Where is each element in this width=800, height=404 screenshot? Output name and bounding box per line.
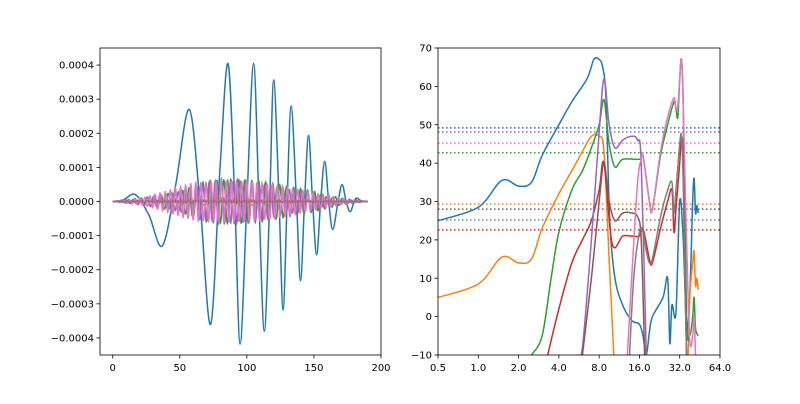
x-tick-label: 150 xyxy=(304,363,323,374)
right-axes: 0.5 1.0 2.0 4.0 8.0 16.0 32.0 64.0 70 60 50 40 30 20 1… xyxy=(411,44,731,375)
x-tick-label: 0.5 xyxy=(430,363,446,374)
x-tick-label: 2.0 xyxy=(511,363,527,374)
x-tick-label: 64.0 xyxy=(709,363,731,374)
y-tick-label: 30 xyxy=(419,197,432,208)
y-tick-label: 0.0000 xyxy=(59,197,94,208)
y-tick-label: 0.0004 xyxy=(59,61,94,72)
series-line xyxy=(546,135,688,355)
y-tick-label: 40 xyxy=(419,159,432,170)
x-tick-label: 50 xyxy=(173,363,186,374)
x-tick-label: 16.0 xyxy=(628,363,650,374)
x-tick-label: 32.0 xyxy=(669,363,691,374)
y-tick-label: 0.0003 xyxy=(59,95,94,106)
series-line xyxy=(438,57,699,355)
x-tick-label: 1.0 xyxy=(470,363,486,374)
left-axes: 0 50 100 150 200 0.0004 0.0003 0.0002 0.0001 0.00… xyxy=(51,47,391,374)
y-tick-label: 50 xyxy=(419,120,432,131)
y-tick-label: −0.0004 xyxy=(51,333,94,344)
y-tick-label: 0 xyxy=(426,312,432,323)
y-tick-label: 10 xyxy=(419,274,432,285)
series-line xyxy=(576,77,648,355)
series-line xyxy=(626,57,697,355)
y-tick-label: 60 xyxy=(419,82,432,93)
plot-area xyxy=(112,62,368,345)
x-tick-label: 4.0 xyxy=(551,363,567,374)
y-tick-label: 70 xyxy=(419,44,432,55)
series-line xyxy=(687,249,699,355)
y-tick-label: 0.0002 xyxy=(59,129,94,140)
y-tick-label: 20 xyxy=(419,235,432,246)
axes-frame xyxy=(437,47,721,356)
y-tick-label: 0.0001 xyxy=(59,163,94,174)
series-line xyxy=(628,132,688,355)
y-tick-label: −0.0001 xyxy=(51,231,94,242)
series-line xyxy=(112,178,368,225)
x-tick-label: 100 xyxy=(237,363,256,374)
series-line xyxy=(112,62,368,345)
x-tick-label: 8.0 xyxy=(591,363,607,374)
x-tick-label: 0 xyxy=(110,363,116,374)
y-tick-label: −0.0002 xyxy=(51,265,94,276)
x-tick-label: 200 xyxy=(371,363,390,374)
y-tick-label: −0.0003 xyxy=(51,299,94,310)
series-line xyxy=(581,162,646,355)
series-line xyxy=(438,133,615,355)
plot-area xyxy=(438,57,720,355)
y-tick-label: −10 xyxy=(411,351,432,362)
